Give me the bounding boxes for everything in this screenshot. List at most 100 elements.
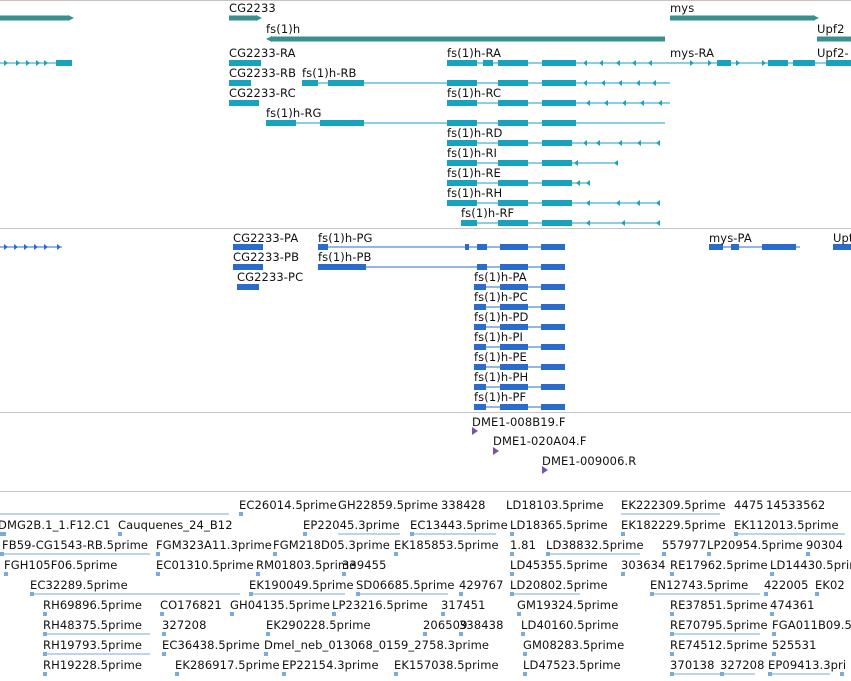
transcript-glyph[interactable]	[599, 60, 603, 66]
cds-glyph[interactable]	[500, 264, 528, 270]
transcript-label[interactable]: fs(1)h-RF	[461, 206, 515, 220]
est-label[interactable]: RH69896.5prime	[43, 598, 143, 612]
est-label[interactable]: 370138	[670, 658, 715, 672]
transcript-glyph[interactable]	[498, 140, 528, 146]
transcript-label[interactable]: Upf2-	[817, 46, 849, 60]
cds-glyph[interactable]	[465, 244, 469, 250]
est-label[interactable]: Dmel_neb_013068_0159_2758.3prime	[264, 638, 490, 652]
cds-glyph[interactable]	[34, 244, 38, 250]
est-glyph[interactable]	[772, 632, 776, 636]
est-glyph[interactable]	[423, 632, 427, 636]
est-label[interactable]: LD40160.5prime	[521, 618, 619, 632]
est-label[interactable]: Cauquenes_24_B12	[118, 518, 233, 532]
transcript-glyph[interactable]	[447, 100, 477, 106]
transcript-glyph[interactable]	[542, 180, 572, 186]
est-label[interactable]: RM01803.5prime	[256, 558, 357, 572]
est-label[interactable]: SD06685.5prime	[356, 578, 455, 592]
est-glyph[interactable]	[670, 612, 674, 616]
gene-label[interactable]: mys	[670, 1, 695, 15]
transcript-glyph[interactable]	[447, 160, 477, 166]
probe-glyph[interactable]	[542, 466, 548, 474]
cds-label[interactable]: fs(1)h-PG	[318, 231, 373, 245]
transcript-glyph[interactable]	[498, 220, 528, 226]
est-glyph[interactable]	[521, 632, 525, 636]
est-label[interactable]: RH19228.5prime	[43, 658, 143, 672]
est-glyph[interactable]	[43, 612, 47, 616]
est-glyph[interactable]	[264, 652, 268, 656]
est-glyph[interactable]	[394, 552, 398, 556]
est-glyph[interactable]	[510, 572, 514, 576]
transcript-glyph[interactable]	[586, 180, 590, 186]
cds-glyph[interactable]	[233, 244, 263, 250]
gene-label[interactable]: CG2233	[229, 1, 276, 15]
gene-glyph[interactable]	[68, 15, 74, 21]
est-glyph[interactable]	[160, 612, 164, 616]
cds-glyph[interactable]	[24, 244, 28, 250]
est-glyph[interactable]	[772, 652, 776, 656]
est-glyph[interactable]	[670, 572, 674, 576]
est-label[interactable]: EP22154.3prime	[282, 658, 379, 672]
est-label[interactable]: 303634	[621, 558, 666, 572]
cds-glyph[interactable]	[709, 244, 723, 250]
est-label[interactable]: LD14430.5prime	[770, 558, 851, 572]
est-label[interactable]: CO176821	[160, 598, 222, 612]
cds-glyph[interactable]	[500, 364, 528, 370]
est-glyph[interactable]	[621, 572, 625, 576]
cds-glyph[interactable]	[477, 244, 487, 250]
cds-glyph[interactable]	[44, 244, 48, 250]
transcript-glyph[interactable]	[618, 80, 622, 86]
est-label[interactable]: RH19793.5prime	[43, 638, 143, 652]
est-label[interactable]: EP22045.3prime	[303, 518, 400, 532]
gene-glyph[interactable]	[0, 15, 68, 21]
est-label[interactable]: LD45355.5prime	[510, 558, 608, 572]
cds-glyph[interactable]	[233, 264, 263, 270]
transcript-glyph[interactable]	[656, 200, 660, 206]
est-label[interactable]: FGH105F06.5prime	[4, 558, 118, 572]
est-glyph[interactable]	[303, 532, 307, 536]
cds-label[interactable]: fs(1)h-PB	[318, 250, 372, 264]
transcript-glyph[interactable]	[447, 180, 477, 186]
est-glyph[interactable]	[806, 552, 810, 556]
cds-label[interactable]: Upt	[833, 231, 851, 245]
transcript-glyph[interactable]	[618, 140, 622, 146]
est-label[interactable]: 525531	[772, 638, 817, 652]
est-label[interactable]: RE70795.5prime	[670, 618, 768, 632]
est-label[interactable]: EC32289.5prime	[30, 578, 128, 592]
transcript-glyph[interactable]	[26, 60, 30, 66]
est-label[interactable]: EK112013.5prime	[734, 518, 839, 532]
cds-glyph[interactable]	[500, 384, 528, 390]
est-glyph[interactable]	[510, 532, 514, 536]
est-label[interactable]: 339455	[342, 558, 387, 572]
transcript-glyph[interactable]	[447, 200, 477, 206]
est-label[interactable]: FGA011B09.5	[772, 618, 851, 632]
est-glyph[interactable]	[459, 592, 463, 596]
transcript-glyph[interactable]	[636, 80, 640, 86]
est-glyph[interactable]	[815, 592, 819, 596]
est-label[interactable]: 474361	[770, 598, 815, 612]
est-glyph[interactable]	[162, 652, 166, 656]
cds-glyph[interactable]	[474, 364, 486, 370]
est-label[interactable]: RH48375.5prime	[43, 618, 143, 632]
transcript-label[interactable]: fs(1)h-RH	[447, 186, 503, 200]
cds-glyph[interactable]	[474, 404, 486, 410]
transcript-glyph[interactable]	[229, 60, 261, 66]
cds-glyph[interactable]	[762, 244, 796, 250]
cds-glyph[interactable]	[833, 244, 851, 250]
est-label[interactable]: GM08283.5prime	[523, 638, 625, 652]
cds-glyph[interactable]	[541, 344, 565, 350]
transcript-glyph[interactable]	[461, 220, 477, 226]
transcript-glyph[interactable]	[637, 140, 641, 146]
est-glyph[interactable]	[43, 672, 47, 676]
est-label[interactable]: RE37851.5prime	[670, 598, 768, 612]
est-label[interactable]: EK190049.5prime	[249, 578, 354, 592]
transcript-glyph[interactable]	[447, 80, 477, 86]
gene-glyph[interactable]	[256, 15, 262, 21]
transcript-glyph[interactable]	[636, 200, 640, 206]
transcript-glyph[interactable]	[768, 60, 788, 66]
cds-glyph[interactable]	[541, 244, 565, 250]
est-label[interactable]: EK182229.5prime	[621, 518, 726, 532]
est-glyph[interactable]	[156, 572, 160, 576]
transcript-glyph[interactable]	[4, 60, 8, 66]
est-label[interactable]: EK185853.5prime	[394, 538, 499, 552]
transcript-glyph[interactable]	[717, 60, 731, 66]
